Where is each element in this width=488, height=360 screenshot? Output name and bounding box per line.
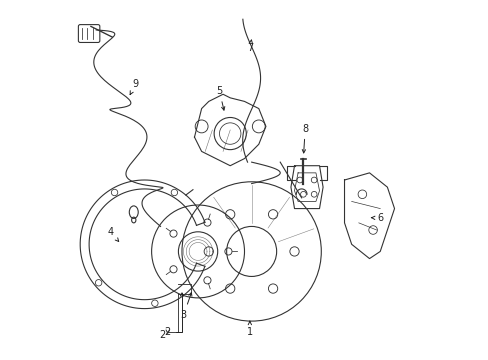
Text: 7: 7 <box>246 40 252 53</box>
Text: 8: 8 <box>302 124 307 153</box>
Text: 1: 1 <box>246 321 252 337</box>
Text: 5: 5 <box>216 86 224 110</box>
Text: 6: 6 <box>370 213 383 223</box>
Text: 9: 9 <box>130 79 138 95</box>
Text: 4: 4 <box>107 228 119 242</box>
Text: 2: 2 <box>159 330 165 340</box>
Text: 3: 3 <box>181 293 191 320</box>
Text: 2: 2 <box>164 293 183 337</box>
